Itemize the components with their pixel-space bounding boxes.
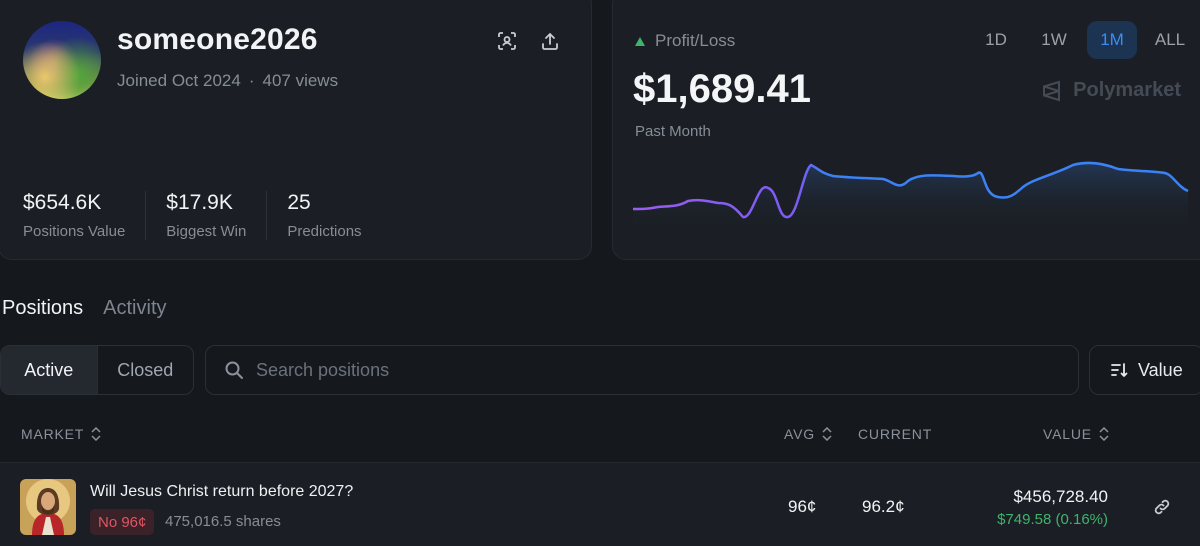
pnl-line	[632, 161, 1189, 219]
pnl-label: Profit/Loss	[655, 31, 736, 50]
sort-toggle-icon	[91, 427, 101, 441]
pnl-area	[633, 162, 1188, 231]
brand-name: Polymarket	[1073, 79, 1181, 101]
sort-icon	[1111, 363, 1128, 378]
column-header-value[interactable]: VALUE	[1043, 426, 1110, 442]
position-value: $456,728.40	[1013, 487, 1108, 506]
stat-value: $17.9K	[166, 191, 233, 214]
stat-value: $654.6K	[23, 191, 102, 214]
stat-predictions: 25 Predictions	[287, 191, 381, 240]
username: someone2026	[117, 23, 318, 56]
outcome-badge: No 96¢	[90, 509, 155, 535]
range-1d[interactable]: 1D	[985, 30, 1007, 49]
share-upload-icon[interactable]	[536, 27, 564, 55]
joined-date: Joined Oct 2024	[117, 71, 241, 90]
pnl-value: $1,689.41	[633, 67, 811, 111]
status-segmented-control: Active Closed	[0, 345, 194, 395]
range-all[interactable]: ALL	[1154, 30, 1186, 49]
market-thumbnail	[20, 479, 76, 535]
stat-label: Positions Value	[23, 223, 126, 240]
range-1w[interactable]: 1W	[1041, 30, 1067, 49]
filter-closed-button[interactable]: Closed	[117, 359, 174, 380]
filter-active-button[interactable]: Active	[1, 346, 98, 394]
avg-price: 96¢	[788, 497, 817, 516]
scan-qr-icon[interactable]	[493, 27, 521, 55]
tab-activity[interactable]: Activity	[103, 297, 167, 319]
column-header-current: CURRENT	[858, 426, 932, 442]
tab-positions[interactable]: Positions	[2, 297, 84, 319]
profile-stats: $654.6K Positions Value $17.9K Biggest W…	[23, 191, 402, 240]
range-1m[interactable]: 1M	[1087, 21, 1137, 59]
stat-biggest-win: $17.9K Biggest Win	[166, 191, 268, 240]
pnl-period: Past Month	[635, 123, 711, 140]
trend-up-icon	[635, 36, 645, 46]
column-header-market[interactable]: MARKET	[21, 426, 102, 442]
column-header-label: MARKET	[21, 426, 85, 442]
position-change: $749.58 (0.16%)	[997, 511, 1108, 528]
polymarket-logo-icon	[1043, 80, 1061, 101]
column-header-label: CURRENT	[858, 426, 933, 442]
share-count: 475,016.5 shares	[165, 513, 281, 530]
pnl-card: Profit/Loss $1,689.41 Past Month 1D 1W 1…	[612, 0, 1200, 260]
polymarket-brand: Polymarket	[1041, 79, 1181, 102]
profile-card: someone2026 Joined Oct 2024 · 407 views $6…	[0, 0, 592, 260]
pnl-sparkline	[632, 161, 1189, 231]
sort-toggle-icon	[1099, 427, 1109, 441]
column-header-avg[interactable]: AVG	[784, 426, 833, 442]
avatar	[23, 21, 101, 99]
sort-label: Value	[1138, 359, 1183, 380]
search-box	[205, 345, 1079, 395]
stat-label: Biggest Win	[166, 223, 247, 240]
market-title[interactable]: Will Jesus Christ return before 2027?	[90, 483, 354, 500]
search-icon	[225, 361, 243, 379]
pnl-header: Profit/Loss	[635, 31, 735, 51]
sort-toggle-icon	[822, 427, 832, 441]
search-input[interactable]	[256, 359, 1056, 381]
profile-meta: Joined Oct 2024 · 407 views	[117, 71, 338, 91]
meta-separator: ·	[248, 71, 255, 90]
stat-label: Predictions	[287, 223, 362, 240]
current-price: 96.2¢	[862, 497, 905, 516]
view-count: 407 views	[262, 71, 339, 90]
table-row[interactable]: Will Jesus Christ return before 2027? No…	[0, 462, 1200, 546]
column-header-label: VALUE	[1043, 426, 1092, 442]
section-tabs: Positions Activity	[2, 297, 167, 320]
column-header-label: AVG	[784, 426, 815, 442]
range-selector: 1D 1W 1M ALL	[971, 21, 1195, 59]
sort-value-button[interactable]: Value	[1089, 345, 1200, 395]
stat-value: 25	[287, 191, 311, 214]
link-icon[interactable]	[1152, 497, 1172, 517]
stat-positions-value: $654.6K Positions Value	[23, 191, 147, 240]
